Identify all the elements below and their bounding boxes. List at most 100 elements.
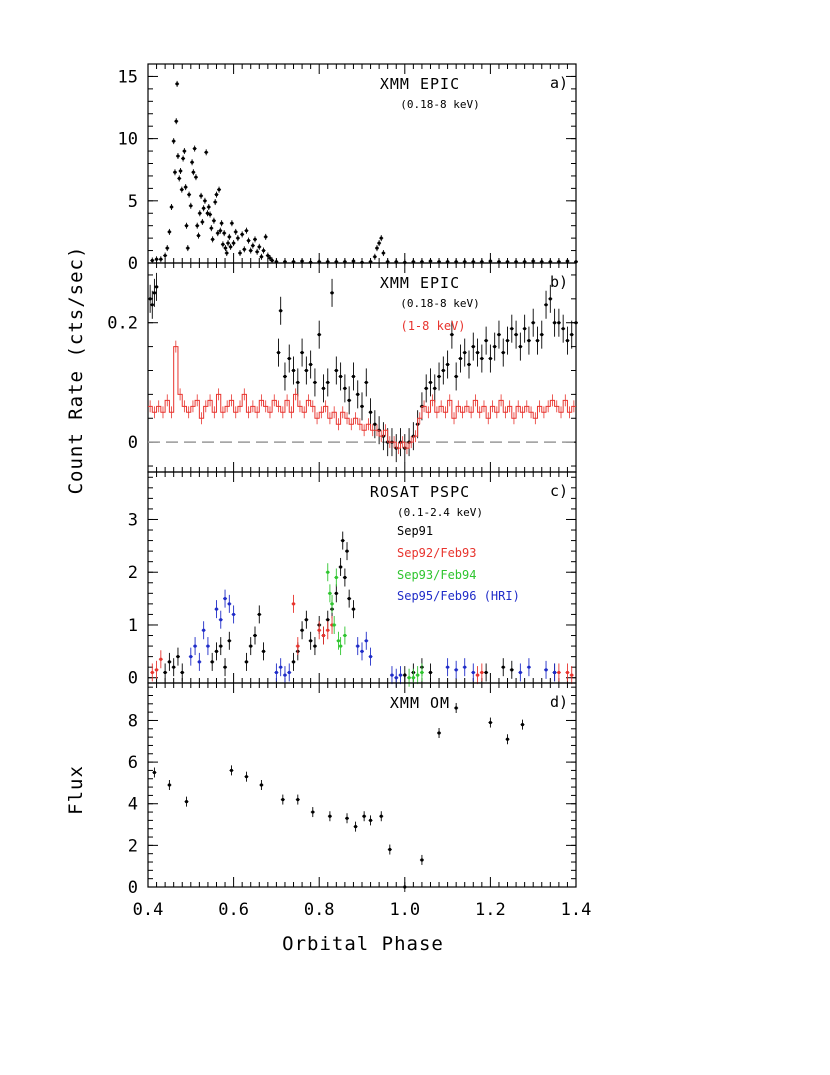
data-point xyxy=(227,235,231,239)
data-point xyxy=(565,670,570,675)
y-tick-label: 0.2 xyxy=(107,314,138,334)
data-point xyxy=(227,639,231,643)
data-point xyxy=(518,670,522,675)
data-point xyxy=(553,670,557,675)
y-tick-label: 0 xyxy=(128,254,138,274)
data-point xyxy=(219,618,223,622)
data-point xyxy=(501,665,505,669)
data-point xyxy=(244,660,249,664)
panel-b: 0 0.2 XMM EPIC (0.18-8 keV) b) (1-8 keV) xyxy=(107,262,578,473)
data-point xyxy=(505,339,510,343)
data-point xyxy=(411,676,415,680)
data-point xyxy=(169,205,174,209)
data-point xyxy=(362,814,366,818)
data-point xyxy=(510,327,514,331)
data-point xyxy=(326,570,330,574)
data-point xyxy=(253,237,257,241)
data-point xyxy=(244,229,249,233)
data-point xyxy=(347,597,351,601)
data-point xyxy=(467,362,471,367)
data-point xyxy=(193,644,197,648)
data-point xyxy=(190,160,194,164)
data-point xyxy=(345,816,349,820)
data-point xyxy=(488,356,492,361)
data-point xyxy=(343,575,347,580)
data-point xyxy=(574,321,578,325)
data-point xyxy=(403,885,407,889)
panel-frame xyxy=(147,63,577,264)
y-tick-label: 2 xyxy=(128,836,138,856)
data-point xyxy=(484,670,488,675)
legend-entry: Sep93/Feb94 xyxy=(397,568,476,582)
data-point xyxy=(213,200,217,204)
data-point xyxy=(172,139,176,143)
data-point xyxy=(176,154,180,158)
panel-subtitle: (0.18-8 keV) xyxy=(400,98,479,111)
data-point xyxy=(182,149,186,153)
data-point xyxy=(480,670,484,675)
data-point xyxy=(283,374,287,379)
data-point xyxy=(343,633,347,638)
data-point xyxy=(207,205,211,209)
data-point xyxy=(390,673,394,677)
data-point xyxy=(194,175,198,179)
data-point xyxy=(488,259,492,263)
panel-label: c) xyxy=(550,482,568,500)
data-point xyxy=(150,303,154,307)
data-point xyxy=(211,237,215,241)
data-point xyxy=(570,673,574,677)
data-point xyxy=(209,226,213,230)
data-point xyxy=(446,362,450,367)
data-point xyxy=(317,628,321,632)
data-point xyxy=(240,232,244,236)
data-point xyxy=(214,649,219,653)
data-point xyxy=(304,618,308,622)
data-point xyxy=(334,368,338,373)
data-point xyxy=(437,731,441,735)
data-point xyxy=(163,253,167,258)
data-point xyxy=(345,549,349,553)
data-point xyxy=(334,575,338,580)
data-point xyxy=(518,345,522,349)
data-point xyxy=(218,229,222,233)
data-point xyxy=(178,169,183,173)
data-point xyxy=(317,333,321,337)
data-point xyxy=(148,297,152,301)
y-tick-label: 8 xyxy=(128,711,138,731)
data-point xyxy=(274,670,278,675)
y-tick-label: 5 xyxy=(128,192,138,212)
data-point xyxy=(360,649,364,653)
data-point xyxy=(360,404,364,408)
data-point xyxy=(531,259,535,263)
data-point xyxy=(261,248,266,253)
data-point xyxy=(428,380,433,385)
data-point xyxy=(544,668,548,672)
data-point xyxy=(407,676,411,680)
data-point xyxy=(377,241,381,245)
data-point xyxy=(255,250,259,254)
x-tick-label: 0.4 xyxy=(133,900,164,920)
data-point xyxy=(184,800,189,804)
data-point xyxy=(505,737,510,741)
data-point xyxy=(341,538,345,543)
data-point xyxy=(180,670,184,675)
data-point xyxy=(220,221,224,225)
y-tick-label: 3 xyxy=(128,510,138,530)
data-point xyxy=(167,230,171,234)
series-(0.18-8 keV) xyxy=(148,272,578,463)
data-point xyxy=(437,374,441,379)
data-point xyxy=(236,236,240,240)
data-point xyxy=(230,221,234,225)
data-point xyxy=(150,670,154,675)
data-point xyxy=(373,422,377,426)
data-point xyxy=(225,251,229,255)
data-point xyxy=(398,673,403,677)
data-point xyxy=(251,243,255,248)
data-point xyxy=(428,259,433,263)
data-point xyxy=(154,285,159,289)
data-point xyxy=(433,386,437,390)
data-point xyxy=(394,676,398,680)
data-point xyxy=(270,258,274,263)
data-point xyxy=(181,156,185,161)
